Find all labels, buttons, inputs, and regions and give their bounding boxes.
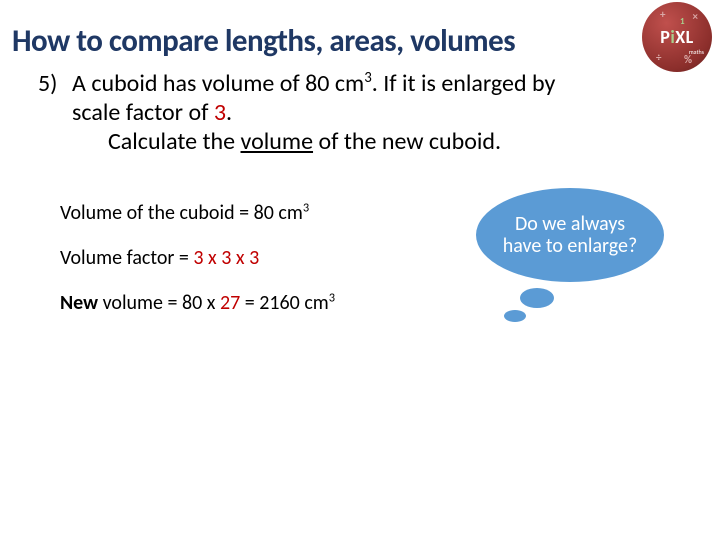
work-text: Volume of the cuboid = 80 cm [60, 201, 303, 225]
page-title: How to compare lengths, areas, volumes [12, 22, 515, 60]
bubble-text: Do we always have to enlarge? [494, 213, 646, 258]
logo-circle: + × ÷ % 1 PiXL maths [642, 2, 712, 72]
work-row-1: Volume of the cuboid = 80 cm3 [60, 200, 335, 227]
logo-text-pre: P [660, 26, 670, 48]
question-line-1: 5)A cuboid has volume of 80 cm3. If it i… [38, 70, 684, 99]
work-row-3: New volume = 80 x 27 = 2160 cm3 [60, 290, 335, 317]
work-text: = 2160 cm [240, 291, 329, 315]
work-exp: 3 [303, 200, 309, 215]
scale-factor: 3 [214, 98, 226, 127]
bubble-tail [504, 310, 526, 322]
question-line-2: scale factor of 3. [38, 99, 684, 128]
q-text: A cuboid has volume of 80 cm [72, 69, 364, 98]
logo-symbol: ÷ [656, 51, 661, 64]
q-text: of the new cuboid. [313, 127, 501, 156]
q-volume-word: volume [241, 127, 314, 156]
logo-text: PiXL [660, 26, 694, 48]
work-exp: 3 [329, 290, 335, 305]
bubble-tail [520, 288, 554, 308]
work-text: volume = 80 x [98, 291, 220, 315]
logo-symbol: × [693, 10, 698, 23]
work-text: Volume factor = [60, 246, 193, 270]
working-block: Volume of the cuboid = 80 cm3 Volume fac… [60, 200, 335, 335]
work-new-label: New [60, 291, 98, 315]
work-row-2: Volume factor = 3 x 3 x 3 [60, 245, 335, 272]
brand-logo: + × ÷ % 1 PiXL maths [642, 2, 712, 72]
question-number: 5) [38, 70, 72, 99]
q-exp: 3 [364, 68, 372, 86]
thought-bubble: Do we always have to enlarge? [476, 188, 664, 282]
q-text: scale factor of [72, 98, 214, 127]
volume-factor-calc: 3 x 3 x 3 [193, 246, 259, 270]
question-block: 5)A cuboid has volume of 80 cm3. If it i… [38, 70, 684, 156]
work-27: 27 [220, 291, 240, 315]
q-text: . If it is enlarged by [372, 69, 556, 98]
logo-text-post: XL [675, 26, 694, 48]
q-text: Calculate the [108, 127, 241, 156]
q-text: . [226, 98, 232, 127]
logo-symbol: + [660, 8, 665, 21]
logo-subtext: maths [689, 48, 704, 56]
question-line-3: Calculate the volume of the new cuboid. [38, 128, 684, 157]
